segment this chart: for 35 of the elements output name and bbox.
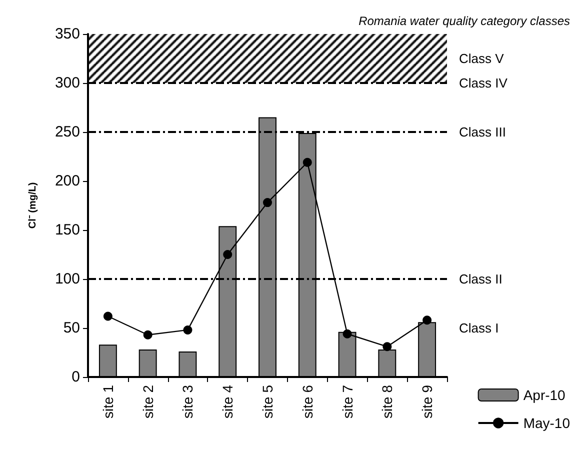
x-tick-label: site 2 xyxy=(140,384,156,418)
legend-label: May-10 xyxy=(523,415,570,431)
point xyxy=(143,330,152,340)
y-tick-label: 200 xyxy=(54,172,80,190)
x-tick-label: site 9 xyxy=(419,384,436,418)
chart-title: Romania water quality category classes xyxy=(358,14,570,28)
y-tick-label: 250 xyxy=(54,124,80,140)
ref-line-label: Class II xyxy=(459,272,502,286)
ref-line-label: Class III xyxy=(459,124,506,140)
x-tick-label: site 1 xyxy=(100,384,116,418)
point xyxy=(223,250,232,259)
point xyxy=(302,158,312,167)
y-axis-title: Cl⁻ (mg/L) xyxy=(28,182,38,229)
ref-line-label: Class IV xyxy=(459,76,508,90)
x-tick-label: site 8 xyxy=(379,384,396,418)
text: Class I xyxy=(459,320,499,336)
y-tick-label: 0 xyxy=(72,368,80,386)
x-tick-label: site 6 xyxy=(299,384,316,418)
x-tick-label: site 4 xyxy=(220,384,236,418)
x-tick-label: site 3 xyxy=(180,384,196,418)
point xyxy=(382,342,392,352)
y-tick-label: 150 xyxy=(54,222,80,238)
y-tick-label: 100 xyxy=(54,270,80,288)
point xyxy=(183,325,192,334)
point xyxy=(422,316,432,325)
y-tick-label: 50 xyxy=(63,320,80,336)
point xyxy=(342,329,352,338)
legend-label: Apr-10 xyxy=(523,387,566,403)
y-tick-label: 350 xyxy=(54,26,80,42)
band-label: Class V xyxy=(459,51,504,66)
point xyxy=(103,312,112,321)
x-tick-label: site 7 xyxy=(339,384,356,418)
point xyxy=(263,198,272,208)
y-tick-label: 300 xyxy=(54,74,80,92)
x-tick-label: site 5 xyxy=(260,384,276,418)
